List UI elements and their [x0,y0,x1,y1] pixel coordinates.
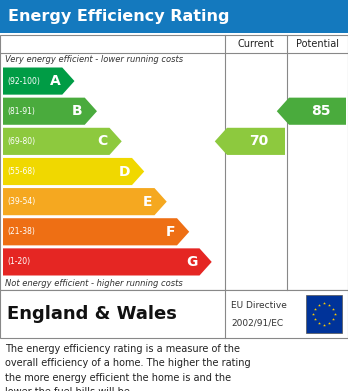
Text: Very energy efficient - lower running costs: Very energy efficient - lower running co… [5,56,183,65]
Text: (55-68): (55-68) [7,167,35,176]
Text: E: E [143,195,152,209]
Text: Current: Current [238,39,274,49]
Polygon shape [3,128,122,155]
Text: (21-38): (21-38) [7,227,35,236]
Text: (69-80): (69-80) [7,137,35,146]
Bar [0,35,348,290]
Polygon shape [277,98,346,125]
Text: 2002/91/EC: 2002/91/EC [231,318,283,327]
Polygon shape [3,158,144,185]
Text: 85: 85 [311,104,330,118]
Polygon shape [3,98,97,125]
Polygon shape [215,128,285,155]
Text: (81-91): (81-91) [7,107,35,116]
Text: F: F [166,225,175,239]
Text: Energy Efficiency Rating: Energy Efficiency Rating [8,9,229,24]
Text: A: A [49,74,60,88]
Text: D: D [119,165,130,179]
Bar [306,295,342,333]
Text: G: G [186,255,198,269]
Bar [0,0,348,33]
Text: EU Directive: EU Directive [231,301,287,310]
Text: Not energy efficient - higher running costs: Not energy efficient - higher running co… [5,280,183,289]
Text: B: B [72,104,83,118]
Polygon shape [3,68,74,95]
Text: (39-54): (39-54) [7,197,35,206]
Text: C: C [97,135,108,148]
Polygon shape [3,188,167,215]
Text: (92-100): (92-100) [7,77,40,86]
Text: 70: 70 [250,135,269,148]
Text: (1-20): (1-20) [7,257,30,266]
Text: Potential: Potential [296,39,339,49]
Text: England & Wales: England & Wales [7,305,177,323]
Text: The energy efficiency rating is a measure of the
overall efficiency of a home. T: The energy efficiency rating is a measur… [5,344,251,391]
Polygon shape [3,248,212,276]
Bar [0,290,348,338]
Polygon shape [3,218,189,246]
